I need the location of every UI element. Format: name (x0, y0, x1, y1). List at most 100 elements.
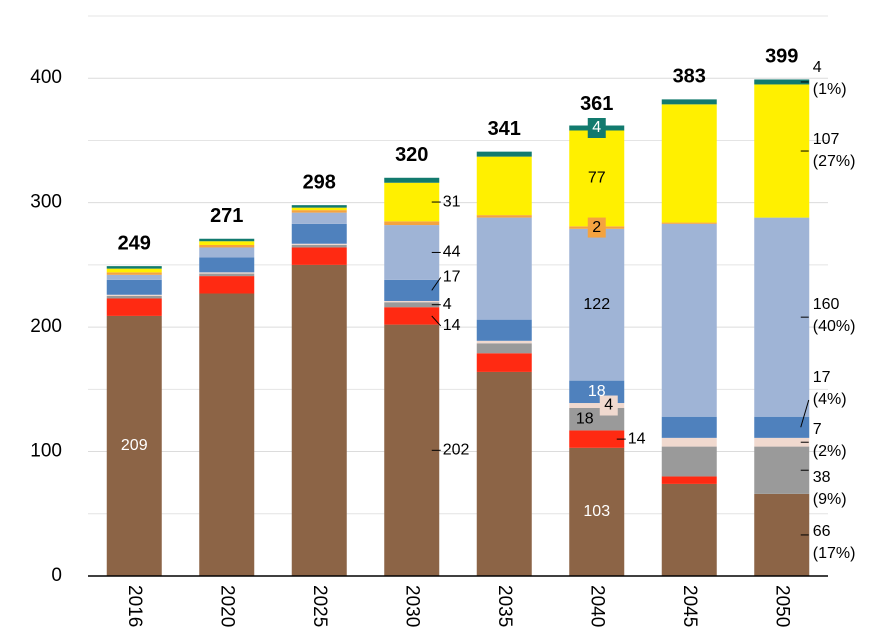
bar-segment (661, 437, 717, 447)
data-label: 44 (443, 244, 461, 261)
bar-segment (661, 446, 717, 477)
bar-segment (569, 430, 625, 448)
data-label: 160 (813, 296, 840, 313)
bar-segment (569, 403, 625, 408)
x-tick-label: 2045 (679, 585, 700, 627)
bar-segment (291, 212, 347, 224)
x-tick-label: 2025 (309, 585, 330, 627)
data-label: 77 (588, 170, 606, 187)
bar-segment (754, 446, 810, 494)
bar-segment (199, 238, 255, 242)
data-label: 4 (592, 119, 601, 136)
bar-segment (106, 272, 162, 275)
x-tick-label: 2050 (772, 585, 793, 627)
x-tick-label: 2030 (402, 585, 423, 627)
bar-segment (661, 104, 717, 223)
bar-segment (384, 182, 440, 222)
leader-line (431, 315, 442, 327)
label-box (587, 118, 606, 138)
share-label: (27%) (813, 153, 856, 170)
leader-line (431, 277, 442, 291)
bar-segment (199, 241, 255, 245)
y-tick-label: 400 (30, 67, 62, 88)
y-tick-label: 100 (30, 441, 62, 462)
bar-segment (661, 483, 717, 576)
total-label: 399 (765, 46, 798, 68)
data-label: 17 (813, 369, 831, 386)
share-label: (2%) (813, 443, 847, 460)
data-label: 14 (628, 430, 646, 447)
bar-segment (291, 244, 347, 248)
data-label: 18 (588, 383, 606, 400)
share-label: (17%) (813, 545, 856, 562)
share-label: (4%) (813, 391, 847, 408)
y-tick-label: 300 (30, 192, 62, 213)
bar-segment (199, 247, 255, 258)
bar-segment (384, 300, 440, 303)
bar-segment (291, 223, 347, 244)
bar-segment (106, 298, 162, 316)
total-label: 361 (580, 93, 613, 115)
bar-segment (476, 151, 532, 157)
bar-segment (199, 272, 255, 274)
bar-segment (661, 416, 717, 438)
data-label: 202 (443, 442, 470, 459)
bar-segment (754, 437, 810, 447)
bar-segment (199, 273, 255, 277)
label-box (587, 217, 606, 238)
bar-segment (106, 266, 162, 269)
bar-segment (384, 221, 440, 226)
bar-segment (106, 268, 162, 273)
bar-segment (661, 223, 717, 417)
bar-segment (569, 447, 625, 576)
bar-segment (291, 207, 347, 211)
data-label: 4 (604, 397, 613, 414)
share-label: (1%) (813, 81, 847, 98)
bar-segment (384, 279, 440, 301)
total-label: 249 (118, 232, 151, 254)
total-label: 383 (673, 66, 706, 88)
bar-segment (661, 99, 717, 105)
bar-segment (106, 274, 162, 280)
share-label: (9%) (813, 491, 847, 508)
bar-segment (199, 257, 255, 273)
y-tick-label: 0 (51, 565, 62, 586)
bar-segment (384, 177, 440, 183)
bar-segment (476, 343, 532, 354)
data-label: 31 (443, 193, 461, 210)
x-tick-label: 2016 (124, 585, 145, 627)
bar-segment (291, 264, 347, 576)
data-label: 38 (813, 469, 831, 486)
bar-segment (569, 228, 625, 381)
x-tick-label: 2040 (587, 585, 608, 627)
bar-segment (754, 493, 810, 576)
bar-segment (569, 130, 625, 227)
total-label: 320 (395, 144, 428, 166)
data-label: 4 (813, 59, 822, 76)
y-tick-label: 200 (30, 316, 62, 337)
bar-segment (199, 276, 255, 294)
label-box (599, 395, 618, 416)
x-tick-label: 2020 (217, 585, 238, 627)
data-label: 17 (443, 269, 461, 286)
bar-segment (754, 416, 810, 438)
bar-segment (661, 476, 717, 484)
bar-segment (384, 307, 440, 325)
x-tick-label: 2035 (494, 585, 515, 627)
bar-segment (476, 319, 532, 341)
bar-segment (476, 371, 532, 576)
total-label: 341 (488, 118, 521, 140)
bar-segment (291, 210, 347, 213)
bar-segment (476, 353, 532, 372)
bar-segment (384, 225, 440, 280)
bar-segment (384, 302, 440, 308)
total-label: 298 (303, 171, 336, 193)
bar-segment (754, 84, 810, 218)
data-label: 209 (121, 437, 148, 454)
data-label: 122 (583, 296, 610, 313)
bar-segment (476, 215, 532, 218)
bar-segment (291, 205, 347, 208)
bar-segment (476, 340, 532, 344)
bar-segment (291, 247, 347, 265)
